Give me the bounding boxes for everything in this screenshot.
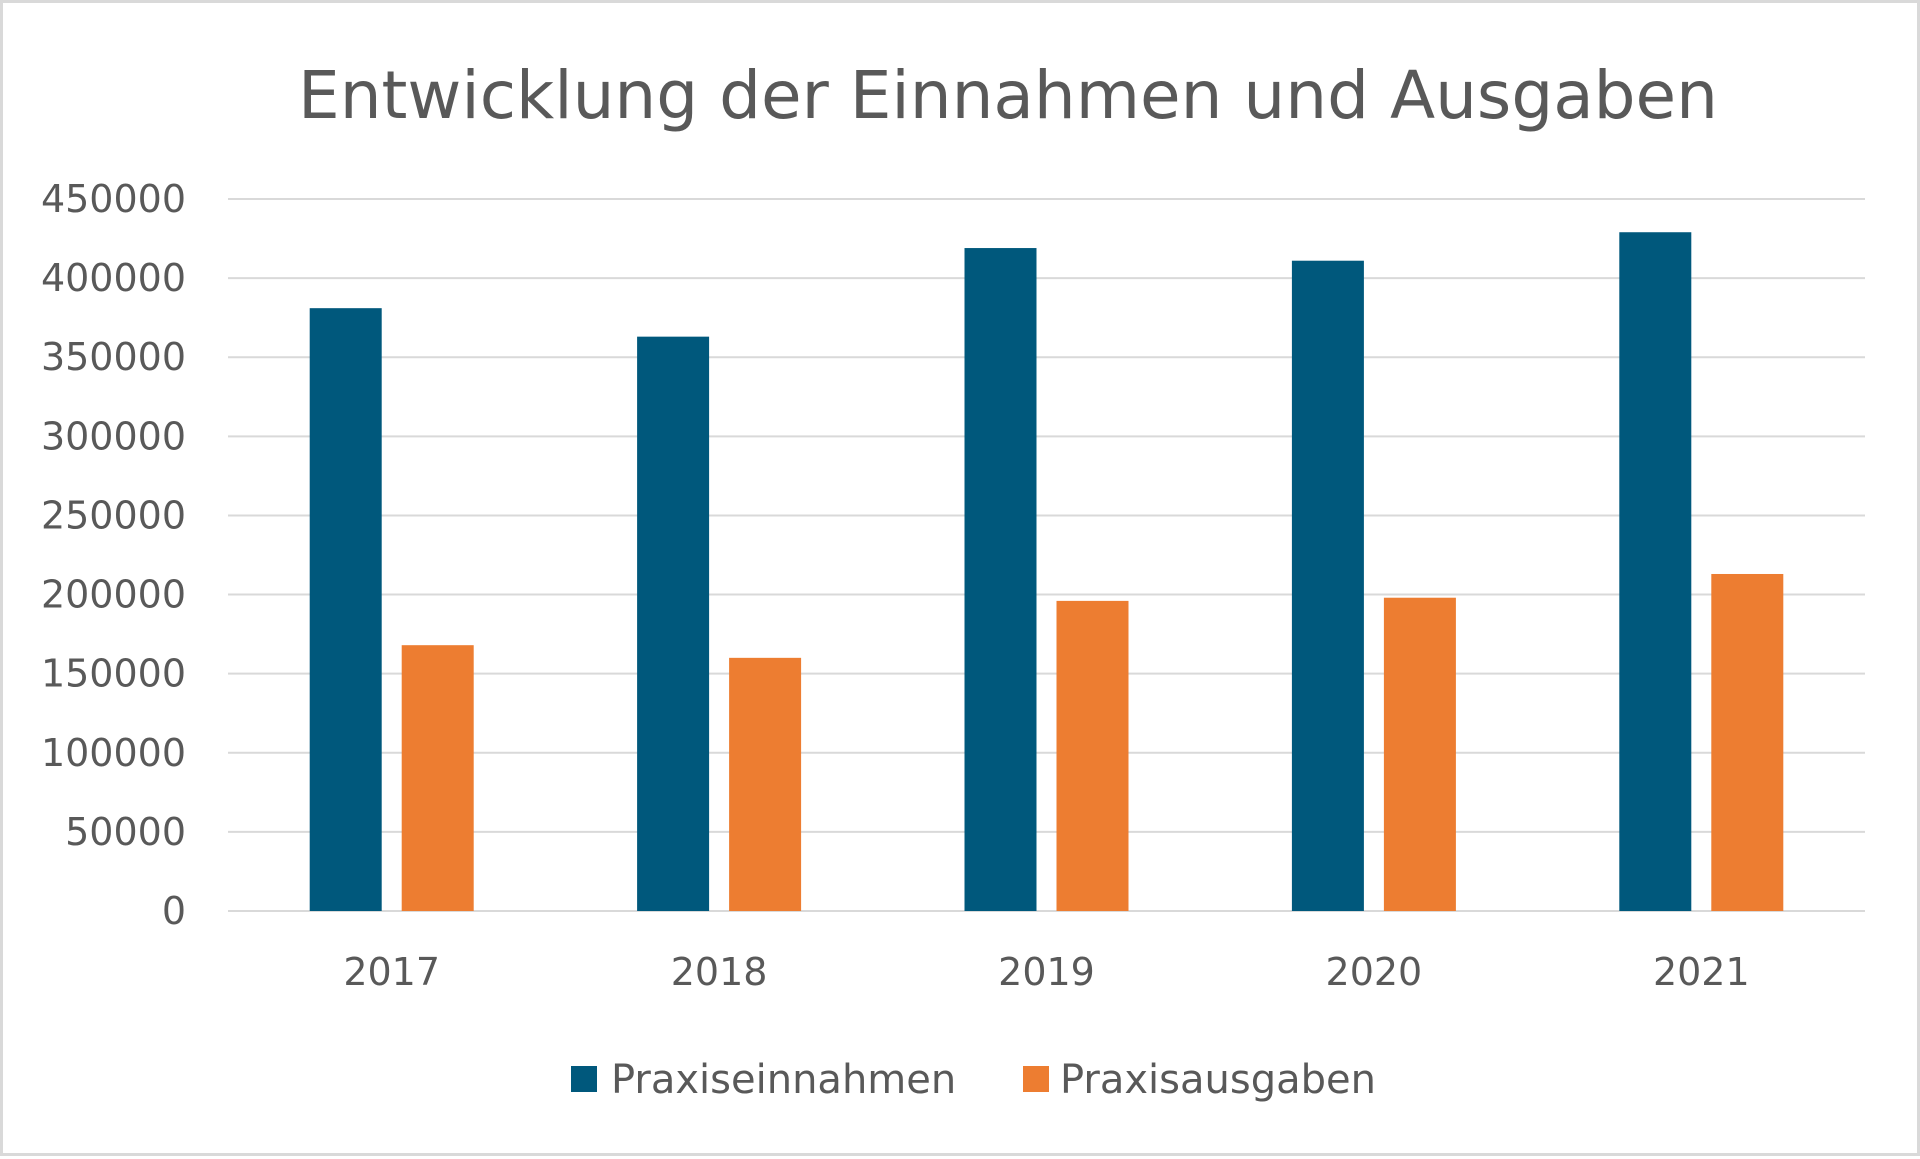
x-tick-label: 2021	[1653, 950, 1750, 994]
x-tick-label: 2019	[998, 950, 1095, 994]
bars	[309, 232, 1784, 911]
bar-praxisausgaben-2019	[1056, 600, 1129, 911]
bar-praxiseinnahmen-2018	[637, 336, 710, 911]
y-tick-label: 350000	[41, 335, 186, 379]
bar-praxisausgaben-2018	[729, 657, 802, 911]
x-tick-label: 2017	[343, 950, 440, 994]
y-tick-label: 250000	[41, 493, 186, 537]
legend-label: Praxiseinnahmen	[611, 1057, 956, 1103]
bar-praxisausgaben-2020	[1383, 597, 1456, 911]
legend-swatch-praxiseinnahmen	[571, 1066, 597, 1092]
y-tick-label: 200000	[41, 573, 186, 617]
bar-praxiseinnahmen-2017	[309, 308, 382, 911]
y-tick-label: 450000	[41, 177, 186, 221]
y-tick-label: 50000	[65, 810, 186, 854]
y-tick-label: 0	[162, 889, 186, 933]
legend-label: Praxisausgaben	[1060, 1057, 1376, 1103]
bar-praxisausgaben-2021	[1711, 573, 1784, 911]
y-tick-label: 300000	[41, 414, 186, 458]
legend-swatch-praxisausgaben	[1023, 1066, 1049, 1092]
y-axis-ticks: 0 50000 100000 150000 200000 250000 300000 3500…	[41, 177, 186, 933]
x-tick-label: 2020	[1326, 950, 1423, 994]
x-tick-label: 2018	[671, 950, 768, 994]
bar-praxisausgaben-2017	[401, 645, 474, 911]
bar-chart: Entwicklung der Einnahmen und Ausgaben 0…	[41, 57, 1865, 1103]
y-tick-label: 150000	[41, 652, 186, 696]
gridlines	[228, 198, 1865, 912]
bar-praxiseinnahmen-2021	[1619, 232, 1692, 911]
bar-praxiseinnahmen-2019	[964, 248, 1037, 911]
y-tick-label: 100000	[41, 731, 186, 775]
x-axis-ticks: 2017 2018 2019 2020 2021	[343, 950, 1749, 994]
y-tick-label: 400000	[41, 256, 186, 300]
bar-praxiseinnahmen-2020	[1291, 260, 1364, 911]
chart-title: Entwicklung der Einnahmen und Ausgaben	[298, 57, 1718, 134]
legend: Praxiseinnahmen Praxisausgaben	[571, 1057, 1376, 1103]
